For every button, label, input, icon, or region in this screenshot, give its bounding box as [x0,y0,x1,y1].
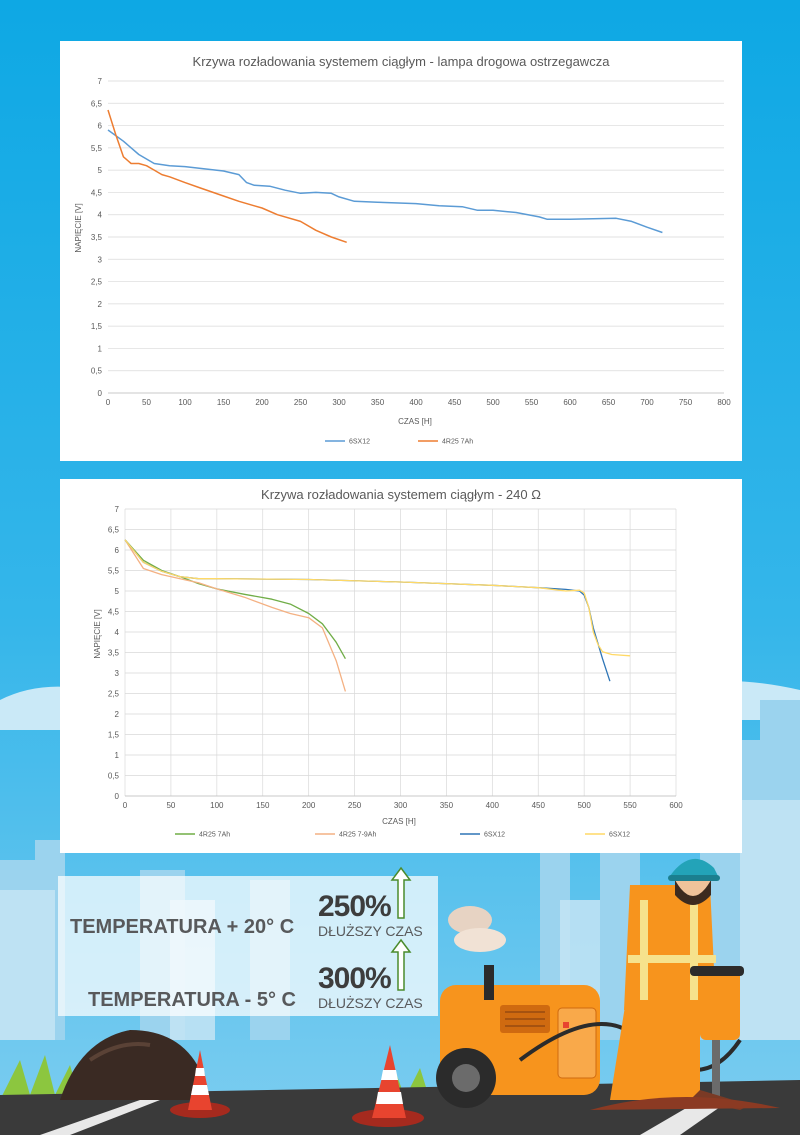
y-tick-label: 4,5 [91,188,103,197]
arrow-up-icon [390,938,412,991]
y-tick-label: 6 [98,122,103,131]
x-tick-label: 500 [486,398,500,407]
x-tick-label: 200 [255,398,269,407]
series-line [124,539,631,657]
generator [436,906,742,1108]
y-tick-label: 4,5 [108,608,120,617]
x-tick-label: 150 [217,398,231,407]
x-tick-label: 300 [332,398,346,407]
y-tick-label: 6,5 [91,99,103,108]
x-tick-label: 400 [409,398,423,407]
y-tick-label: 2,5 [108,690,120,699]
y-tick-label: 5 [98,166,103,175]
dirt-under-drill [590,1096,780,1110]
temperature-minus-5-label: TEMPERATURA - 5° C [88,989,296,1011]
chart-panel-warning-lamp: Krzywa rozładowania systemem ciągłym - l… [60,41,742,461]
y-axis-label: NAPIĘCIE [V] [93,609,102,658]
x-tick-label: 150 [256,801,270,810]
y-axis-label: NAPIĘCIE [V] [74,203,83,252]
x-tick-label: 250 [348,801,362,810]
series-line [124,539,611,682]
y-tick-label: 6 [115,546,120,555]
y-tick-label: 3,5 [91,233,103,242]
y-tick-label: 4 [115,628,120,637]
x-tick-label: 50 [166,801,175,810]
road-worker [610,858,750,1110]
temperature-plus-20-label: TEMPERATURA + 20° C [70,916,295,938]
longer-time-label-2: DŁUŻSZY CZAS [318,995,423,1011]
y-tick-label: 0,5 [91,367,103,376]
x-tick-label: 100 [210,801,224,810]
traffic-cone-middle [352,1045,424,1127]
legend-label: 4R25 7-9Ah [339,832,376,839]
x-tick-label: 450 [448,398,462,407]
x-tick-label: 600 [669,801,683,810]
y-tick-label: 1 [98,344,103,353]
legend-label: 4R25 7Ah [199,832,230,839]
series-line [107,129,663,234]
y-tick-label: 5,5 [108,567,120,576]
y-tick-label: 7 [115,505,120,514]
legend-label: 6SX12 [484,832,505,839]
arrow-up-icon [390,866,412,919]
x-tick-label: 300 [394,801,408,810]
longer-time-label-1: DŁUŻSZY CZAS [318,923,423,939]
x-tick-label: 200 [302,801,316,810]
y-tick-label: 0 [115,792,120,801]
chart-title: Krzywa rozładowania systemem ciągłym - 2… [261,487,541,502]
traffic-cone-left [170,1050,230,1118]
x-tick-label: 450 [532,801,546,810]
x-tick-label: 250 [294,398,308,407]
x-tick-label: 500 [577,801,591,810]
road-marking [40,1100,160,1135]
x-tick-label: 600 [563,398,577,407]
y-tick-label: 5,5 [91,144,103,153]
y-tick-label: 5 [115,587,120,596]
x-tick-label: 800 [717,398,731,407]
chart-panel-240-ohm: Krzywa rozładowania systemem ciągłym - 2… [60,479,742,853]
y-tick-label: 7 [98,77,103,86]
percent-250: 250% [318,890,392,923]
legend-label: 6SX12 [349,439,370,446]
y-tick-label: 3,5 [108,649,120,658]
chart-title: Krzywa rozładowania systemem ciągłym - l… [193,54,611,69]
y-tick-label: 1,5 [108,731,120,740]
percent-300: 300% [318,962,392,995]
y-tick-label: 0 [98,389,103,398]
y-tick-label: 2 [98,300,103,309]
series-line [107,109,347,244]
x-tick-label: 400 [486,801,500,810]
y-tick-label: 0,5 [108,772,120,781]
x-axis-label: CZAS [H] [398,417,432,426]
legend-label: 6SX12 [609,832,630,839]
y-tick-label: 3 [98,255,103,264]
y-tick-label: 2,5 [91,278,103,287]
chart-warning-lamp: Krzywa rozładowania systemem ciągłym - l… [74,54,731,446]
x-tick-label: 750 [679,398,693,407]
legend-label: 4R25 7Ah [442,439,473,446]
x-tick-label: 0 [123,801,128,810]
x-tick-label: 550 [525,398,539,407]
x-tick-label: 50 [142,398,151,407]
x-tick-label: 350 [440,801,454,810]
chart-240-ohm: Krzywa rozładowania systemem ciągłym - 2… [93,487,683,839]
y-tick-label: 1 [115,751,120,760]
x-tick-label: 650 [602,398,616,407]
x-axis-label: CZAS [H] [382,817,416,826]
temperature-info-box [58,876,438,1016]
x-tick-label: 700 [640,398,654,407]
x-tick-label: 100 [178,398,192,407]
dirt-pile [60,1030,205,1100]
y-tick-label: 3 [115,669,120,678]
y-tick-label: 4 [98,211,103,220]
x-tick-label: 0 [106,398,111,407]
x-tick-label: 350 [371,398,385,407]
y-tick-label: 6,5 [108,526,120,535]
series-line [124,539,347,692]
series-line [124,539,346,660]
x-tick-label: 550 [623,801,637,810]
y-tick-label: 1,5 [91,322,103,331]
y-tick-label: 2 [115,710,120,719]
